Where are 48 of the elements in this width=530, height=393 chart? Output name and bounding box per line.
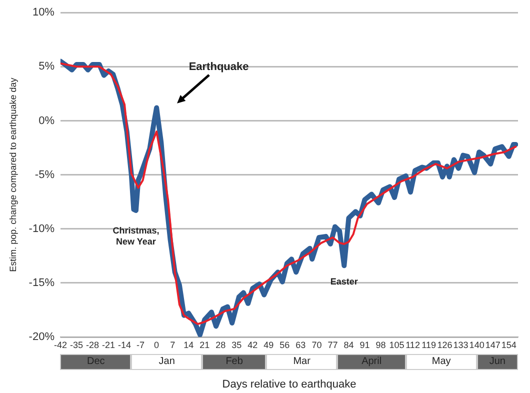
x-tick-label: 77	[328, 340, 338, 350]
x-axis-title: Days relative to earthquake	[222, 378, 356, 390]
x-tick-label: 42	[248, 340, 258, 350]
x-tick-label: -42	[54, 340, 67, 350]
text: Jan	[131, 354, 202, 370]
x-tick-label: 126	[437, 340, 452, 350]
x-tick-label: 91	[360, 340, 370, 350]
x-tick-label: 35	[232, 340, 242, 350]
y-tick-label: -20%	[28, 331, 55, 344]
x-tick-label: -35	[70, 340, 83, 350]
x-tick-label: 84	[344, 340, 354, 350]
y-tick-label: 0%	[38, 114, 55, 127]
x-tick-label: -7	[136, 340, 145, 350]
x-tick-label: 133	[453, 340, 468, 350]
y-tick-label: -5%	[34, 168, 55, 181]
text: Dec	[60, 354, 132, 370]
y-tick-label: -15%	[28, 276, 55, 289]
text: May	[406, 354, 477, 370]
x-tick-label: 98	[376, 340, 386, 350]
x-tick-label: 49	[264, 340, 274, 350]
y-tick-label: -10%	[28, 222, 55, 235]
y-axis-title: Estim. pop. change compared to earthquake day	[8, 77, 18, 272]
x-tick-label: 63	[296, 340, 306, 350]
x-tick-label: 70	[312, 340, 322, 350]
x-tick-label: 105	[389, 340, 404, 350]
text: Mar	[266, 354, 338, 370]
text: Jun	[476, 354, 518, 370]
x-tick-label: 147	[485, 340, 500, 350]
x-tick-label: 7	[170, 340, 176, 350]
annotation: Easter	[330, 276, 358, 287]
x-tick-label: 56	[280, 340, 290, 350]
x-tick-label: 28	[216, 340, 226, 350]
x-tick-label: 112	[406, 340, 420, 350]
x-tick-label: -21	[102, 340, 116, 350]
text: April	[337, 354, 406, 370]
annotation: Christmas, New Year	[112, 225, 160, 246]
x-tick-label: 154	[501, 340, 516, 350]
text: Feb	[202, 354, 266, 370]
x-tick-label: -14	[118, 340, 132, 350]
x-tick-label: 14	[184, 340, 194, 350]
x-tick-label: 140	[469, 340, 484, 350]
y-tick-label: 5%	[38, 60, 55, 73]
y-tick-label: 10%	[32, 6, 55, 19]
annotation: Earthquake	[188, 60, 249, 73]
x-tick-label: -28	[86, 340, 100, 350]
x-tick-label: 21	[200, 340, 210, 350]
x-tick-label: 0	[154, 340, 160, 350]
x-tick-label: 119	[422, 340, 436, 350]
